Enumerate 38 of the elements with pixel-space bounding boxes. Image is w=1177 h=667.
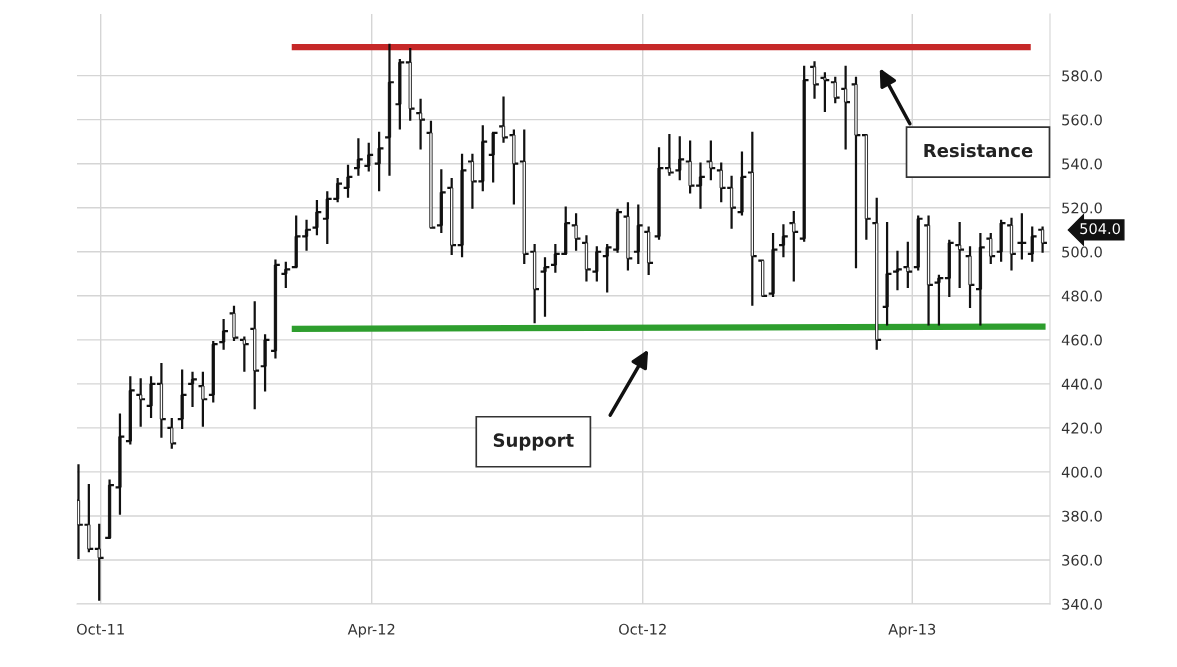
candlestick [304, 219, 309, 251]
y-tick-label: 420.0 [1061, 422, 1102, 434]
y-tick-label: 480.0 [1061, 290, 1102, 302]
y-tick-label: 460.0 [1061, 334, 1102, 346]
candlestick [584, 235, 589, 282]
y-tick-label: 380.0 [1062, 510, 1102, 522]
candlestick [470, 153, 475, 209]
candlestick [926, 215, 931, 326]
candlestick [387, 43, 392, 176]
annotation: Support [493, 433, 574, 451]
y-tick-label: 500.0 [1062, 246, 1102, 258]
annotation: Resistance [924, 143, 1033, 158]
candlestick [698, 162, 703, 209]
candlestick [615, 208, 620, 253]
x-tick-label: Apr-12 [347, 623, 395, 638]
text: 504.0 [1080, 223, 1120, 235]
candlestick [812, 61, 817, 99]
candlestick [418, 98, 423, 150]
x-tick-label: Oct-12 [619, 623, 666, 635]
candlestick [501, 96, 506, 143]
y-tick-label: 580.0 [1062, 70, 1102, 82]
candlestick [159, 362, 164, 438]
y-tick-label: 560.0 [1062, 114, 1102, 126]
candlestick [273, 259, 278, 359]
y-tick-label: 440.0 [1061, 378, 1102, 390]
candlestick [190, 371, 195, 407]
candlestick [1009, 217, 1014, 271]
y-tick-label: 360.0 [1062, 554, 1102, 566]
y-tick-label: 340.0 [1062, 598, 1102, 610]
y-tick-label: 520.0 [1062, 202, 1102, 214]
y-tick-label: 540.0 [1062, 158, 1102, 170]
candlestick [729, 175, 734, 229]
x-tick-label: Oct-11 [77, 623, 124, 635]
candlestick [107, 479, 112, 540]
y-tick-label: 400.0 [1061, 466, 1102, 478]
candlestick [781, 224, 786, 258]
x-tick-label: Apr-13 [888, 623, 936, 638]
candlestick [1040, 226, 1045, 253]
